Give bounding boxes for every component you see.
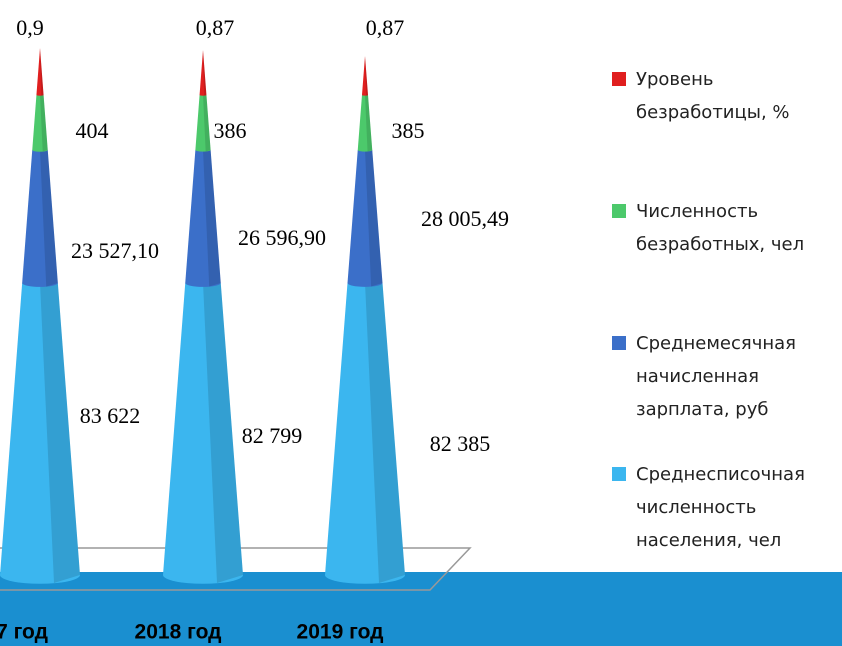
value-label: 404 bbox=[76, 118, 109, 143]
cone-segment bbox=[0, 283, 80, 584]
value-label: 23 527,10 bbox=[71, 238, 159, 263]
value-label: 0,87 bbox=[366, 15, 405, 40]
cone-segment bbox=[361, 56, 369, 96]
legend-item: Среднесписочная численность населения, ч… bbox=[612, 458, 837, 557]
floor bbox=[0, 572, 842, 646]
legend-item: Уровень безработицы, % bbox=[612, 63, 837, 129]
cone-shade bbox=[365, 283, 405, 583]
legend-swatch bbox=[612, 467, 626, 481]
cone-shade bbox=[203, 95, 211, 152]
cone-shade bbox=[365, 56, 369, 96]
legend-swatch bbox=[612, 204, 626, 218]
cone-shade bbox=[203, 283, 243, 583]
cone-segment bbox=[185, 150, 221, 287]
x-tick-label: 2019 год bbox=[297, 621, 384, 644]
cone-shade bbox=[365, 150, 383, 287]
plot: 83 622 23 527,10 404 0,9 7 год 82 799 26 596,9… bbox=[0, 15, 509, 644]
cone-segment bbox=[22, 150, 58, 287]
value-label: 82 799 bbox=[242, 423, 303, 448]
value-label: 83 622 bbox=[80, 403, 141, 428]
cone-shade bbox=[40, 283, 80, 583]
value-label: 82 385 bbox=[430, 431, 491, 456]
legend-swatch bbox=[612, 336, 626, 350]
value-label: 26 596,90 bbox=[238, 225, 326, 250]
value-label: 386 bbox=[214, 118, 247, 143]
legend-swatch bbox=[612, 72, 626, 86]
cone-segment bbox=[163, 283, 243, 584]
cone-shade bbox=[40, 95, 48, 152]
legend-label: Уровень безработицы, % bbox=[636, 69, 790, 123]
cone-segment bbox=[32, 95, 48, 152]
value-label: 0,87 bbox=[196, 15, 235, 40]
legend-label: Численность безработных, чел bbox=[636, 201, 805, 255]
legend-label: Среднемесячная начисленная зарплата, руб bbox=[636, 333, 796, 420]
x-tick-label: 7 год bbox=[0, 621, 48, 644]
legend-label: Среднесписочная численность населения, ч… bbox=[636, 464, 805, 551]
cone-shade bbox=[40, 48, 44, 96]
cone-segment bbox=[325, 283, 405, 584]
cone-segment bbox=[347, 150, 383, 287]
cone-segment bbox=[36, 48, 44, 96]
cone-segment bbox=[195, 95, 211, 152]
value-label: 385 bbox=[392, 118, 425, 143]
cone-shade bbox=[40, 150, 58, 287]
x-tick-label: 2018 год bbox=[135, 621, 222, 644]
cone-segment bbox=[357, 95, 373, 152]
cone-shade bbox=[203, 50, 207, 96]
value-label: 28 005,49 bbox=[421, 206, 509, 231]
cone-shade bbox=[203, 150, 221, 287]
legend-item: Среднемесячная начисленная зарплата, руб bbox=[612, 327, 837, 426]
legend-item: Численность безработных, чел bbox=[612, 195, 837, 261]
cone-shade bbox=[365, 95, 373, 152]
cone-segment bbox=[199, 50, 207, 96]
value-label: 0,9 bbox=[16, 15, 44, 40]
